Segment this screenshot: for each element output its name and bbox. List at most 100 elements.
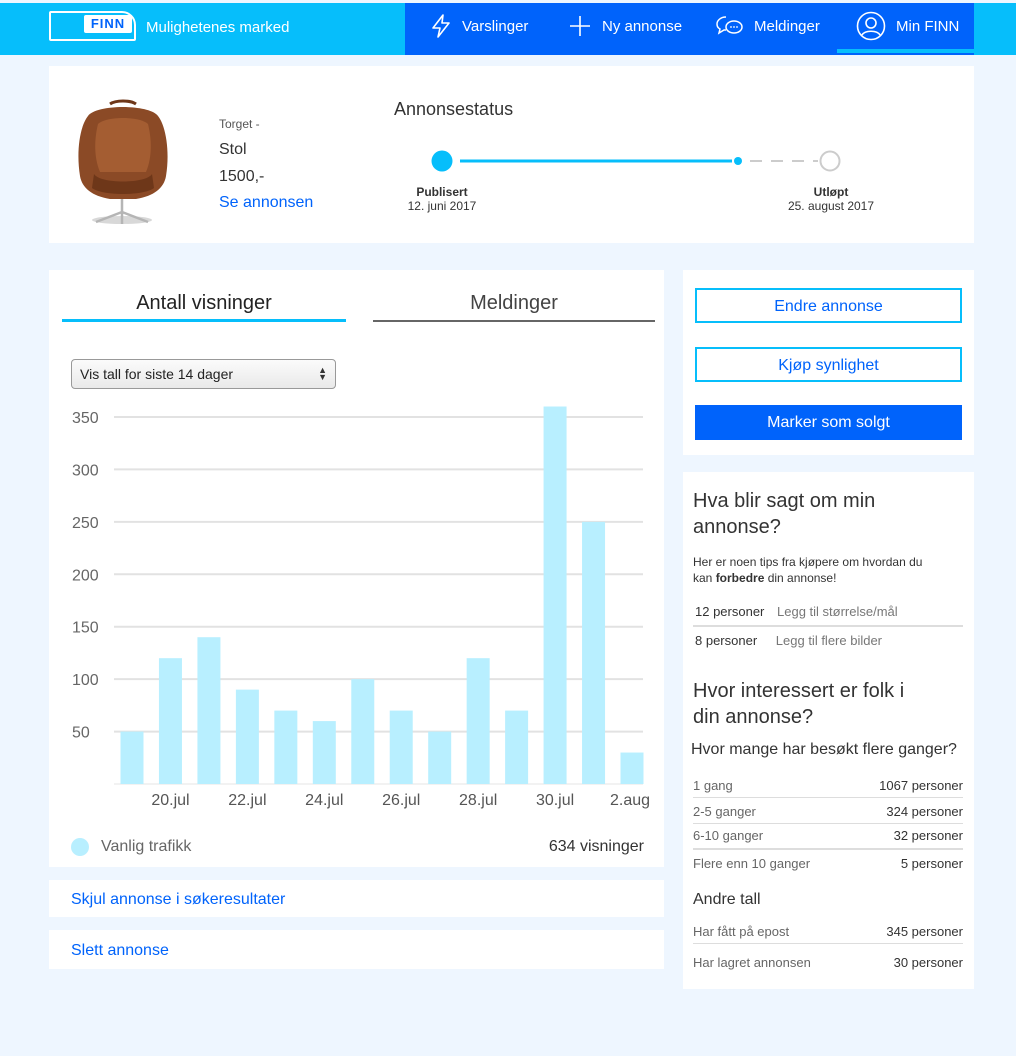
y-tick-label: 200 [72,567,99,584]
chart-bar [120,731,144,784]
visit-row: 6-10 ganger 32 personer [693,828,963,850]
hide-ad-card [49,880,664,917]
chart-bar [389,710,413,784]
other-value: 30 personer [893,955,963,970]
nav-label: Min FINN [896,17,960,35]
buy-visibility-button[interactable]: Kjøp synlighet [695,347,962,382]
status-end-date: 25. august 2017 [787,199,875,213]
x-tick-label: 24.jul [305,792,343,809]
nav-label: Meldinger [754,17,820,35]
nav-ny-annonse[interactable]: Ny annonse [568,0,682,52]
feedback-intro-emphasis: forbedre [715,571,765,585]
visit-value: 1067 personer [879,778,963,793]
feedback-intro-line-2: kan forbedre din annonse! [693,570,922,586]
ad-category: Torget - [219,117,260,131]
other-stats-title: Andre tall [693,891,761,908]
chart-bar [428,731,452,784]
other-row: Har fått på epost 345 personer [693,924,963,944]
hide-ad-link[interactable]: Skjul annonse i søkeresultater [71,891,286,908]
visit-label: Flere enn 10 ganger [693,856,811,871]
visit-row: 1 gang 1067 personer [693,778,963,798]
tab-meldinger[interactable]: Meldinger [470,292,558,314]
nav-label: Varslinger [462,17,529,35]
edit-ad-button[interactable]: Endre annonse [695,288,962,323]
tip-count: 12 personer [695,604,765,619]
chart-bar [274,710,298,784]
nav-meldinger[interactable]: Meldinger [716,0,820,52]
ad-status-card [49,66,974,243]
chart-bar [235,689,259,784]
visit-label: 1 gang [693,778,733,793]
other-label: Har fått på epost [693,924,790,939]
ad-price: 1500,- [219,168,265,185]
tip-text: Legg til flere bilder [775,633,883,648]
x-tick-label: 2.aug [610,792,650,809]
y-tick-label: 350 [72,410,99,427]
user-icon [856,11,886,41]
chart-bar [543,406,567,784]
feedback-title: Hva blir sagt om min annonse? [693,488,875,540]
chart-bar [582,521,606,784]
other-value: 345 personer [886,924,963,939]
other-row: Har lagret annonsen 30 personer [693,955,963,975]
feedback-intro-text: din annonse! [764,571,837,585]
x-tick-label: 28.jul [459,792,497,809]
visit-value: 324 personer [886,804,963,819]
tip-text: Legg til størrelse/mål [777,604,898,619]
period-select[interactable]: Vis tall for siste 14 dager ▲ ▼ [71,359,336,389]
chair-image[interactable] [70,96,174,228]
delete-ad-link[interactable]: Slett annonse [71,942,169,959]
nav-bar [405,3,974,55]
status-title: Annonsestatus [394,99,514,119]
nav-active-indicator [837,49,974,53]
visit-value: 32 personer [893,828,963,843]
x-tick-label: 30.jul [536,792,574,809]
x-tick-label: 26.jul [382,792,420,809]
nav-min-finn[interactable]: Min FINN [856,0,959,52]
see-ad-link[interactable]: Se annonsen [219,194,314,211]
delete-ad-card [49,930,664,969]
chart-bar [620,752,644,784]
plus-icon [570,16,590,36]
tab-underline [373,320,655,322]
interest-title-line-2: din annonse? [693,706,814,728]
y-tick-label: 50 [72,725,90,742]
tip-row: 12 personer Legg til størrelse/mål [693,604,963,627]
status-start: Publisert 12. juni 2017 [372,185,512,213]
x-tick-label: 20.jul [151,792,189,809]
chart-bar [197,637,221,784]
status-end-label: Utløpt [813,185,849,199]
legend-label: Vanlig trafikk [101,838,192,855]
lightning-icon [432,14,450,38]
status-timeline [431,150,841,172]
other-label: Har lagret annonsen [693,955,811,970]
ad-title: Stol [219,141,247,158]
visit-value: 5 personer [900,856,963,871]
chart-bar [505,710,529,784]
total-views: 634 visninger [548,838,644,855]
visit-row: Flere enn 10 ganger 5 personer [693,856,963,876]
period-select-value: Vis tall for siste 14 dager [80,366,234,382]
feedback-intro: Her er noen tips fra kjøpere om hvordan … [693,554,922,586]
visit-label: 2-5 ganger [693,804,756,819]
y-tick-label: 100 [72,672,99,689]
visit-row: 2-5 ganger 324 personer [693,804,963,824]
nav-varslinger[interactable]: Varslinger [430,0,528,52]
feedback-title-line-1: Hva blir sagt om min [693,490,876,512]
views-bar-chart: 50 100 150 200 250 300 350 20.jul 22.jul 24.jul 26… [72,406,650,809]
status-start-label: Publisert [416,185,468,199]
logo-text: FINN [84,15,132,33]
x-tick-label: 22.jul [228,792,266,809]
feedback-intro-text: kan [693,571,716,585]
status-start-date: 12. juni 2017 [407,199,477,213]
chart-bar [466,658,490,784]
tab-antall-visninger[interactable]: Antall visninger [136,292,272,314]
tip-count: 8 personer [695,633,758,648]
status-end: Utløpt 25. august 2017 [761,185,901,213]
y-tick-label: 250 [72,515,99,532]
insights-card [683,472,974,989]
legend-dot [71,838,89,856]
mark-sold-button[interactable]: Marker som solgt [695,405,962,440]
interest-title: Hvor interessert er folk i din annonse? [693,678,904,730]
chat-icon [716,16,743,35]
